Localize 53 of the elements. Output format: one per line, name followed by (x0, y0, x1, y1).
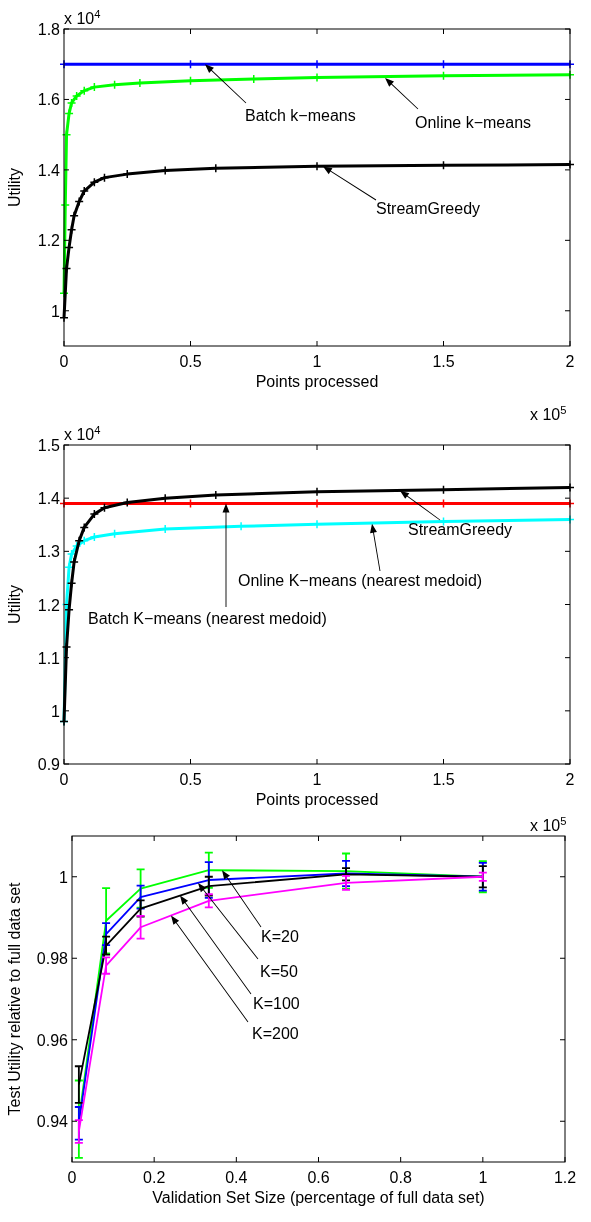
text: x 10$^{5}$ (530, 815, 567, 834)
x-tick-label: 2 (565, 771, 575, 788)
x-tick-label: 1.5 (432, 353, 455, 370)
x-tick-label: 0.5 (179, 353, 202, 370)
x-tick-label: 0 (67, 1169, 77, 1186)
y-tick-label: 1 (51, 702, 61, 720)
y-tick-label: 1.8 (37, 21, 61, 38)
y-tick-label: 1.4 (37, 161, 61, 179)
y-axis-title: Utility (6, 167, 23, 208)
x-tick-label: 2 (565, 353, 575, 370)
y-axis-title: Utility (6, 584, 23, 625)
y-tick-label: 0.9 (37, 756, 61, 773)
y-tick-label: 1.2 (37, 232, 61, 250)
x-tick-label: 0 (59, 353, 69, 370)
y-tick-label: 0.94 (36, 1113, 69, 1131)
y-tick-label: 1.2 (37, 596, 61, 614)
x-axis-title: Points processed (255, 791, 379, 808)
y-axis-title: Test Utility relative to full data set (6, 881, 23, 1116)
x-tick-label: 0.2 (143, 1169, 166, 1186)
x-tick-label: 1.2 (553, 1169, 577, 1186)
y-tick-label: 1.3 (37, 543, 61, 561)
annotation: Batch k−means (245, 107, 356, 124)
y-tick-label: 1.4 (37, 490, 61, 508)
y-tick-label: 1 (59, 868, 69, 886)
y-tick-label: 1 (51, 302, 61, 320)
annotation: K=100 (253, 995, 300, 1012)
y-tick-label: 1.6 (37, 91, 61, 109)
annotation: K=50 (260, 963, 298, 980)
y-tick-label: 0.96 (36, 1031, 69, 1049)
annotation: K=20 (261, 928, 299, 945)
x-tick-label: 1 (312, 771, 322, 788)
y-tick-label: 1.1 (37, 649, 61, 667)
text: x 10$^{4}$ (64, 424, 101, 443)
x-axis-title: Points processed (255, 373, 379, 390)
x-tick-label: 0.8 (389, 1169, 412, 1186)
annotation: K=200 (252, 1025, 299, 1042)
x-axis-title: Validation Set Size (percentage of full data set) (152, 1189, 485, 1206)
annotation: StreamGreedy (376, 200, 481, 217)
y-tick-label: 0.98 (36, 950, 69, 968)
text: x 10$^{4}$ (64, 8, 101, 27)
annotation: Online k−means (415, 114, 532, 131)
x-tick-label: 1 (312, 353, 322, 370)
x-tick-label: 0.4 (225, 1169, 248, 1186)
annotation: Batch K−means (nearest medoid) (88, 610, 327, 627)
x-tick-label: 0.5 (179, 771, 202, 788)
x-tick-label: 0.6 (307, 1169, 330, 1186)
x-tick-label: 1 (478, 1169, 488, 1186)
y-tick-label: 1.5 (37, 437, 61, 454)
text: x 10$^{5}$ (530, 404, 567, 423)
x-tick-label: 0 (59, 771, 69, 788)
x-tick-label: 1.5 (432, 771, 455, 788)
annotation: StreamGreedy (408, 521, 513, 538)
annotation: Online K−means (nearest medoid) (238, 572, 483, 589)
